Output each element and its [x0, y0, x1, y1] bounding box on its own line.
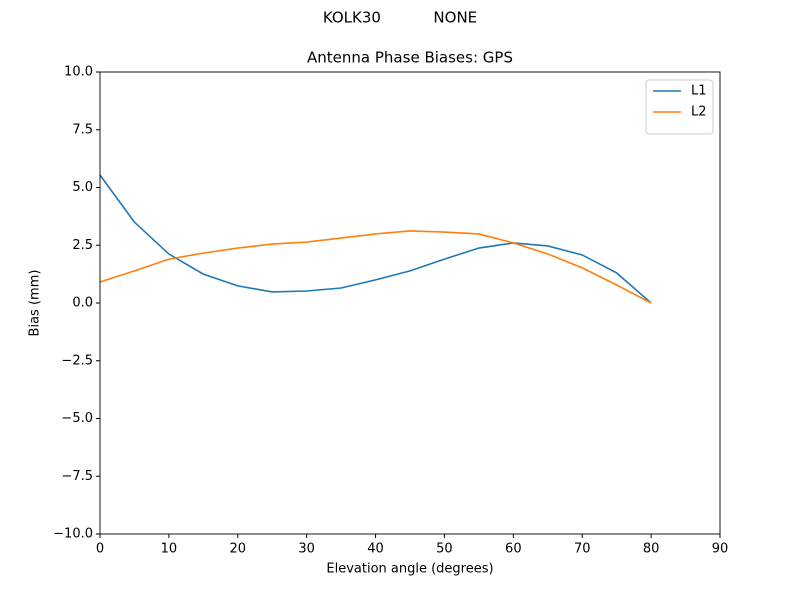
y-tick-label: −7.5: [61, 469, 93, 484]
x-tick-label: 50: [436, 542, 453, 557]
x-tick-label: 90: [712, 542, 729, 557]
y-tick-label: 0.0: [72, 296, 93, 311]
x-tick-label: 0: [96, 542, 104, 557]
y-tick-label: −10.0: [53, 527, 93, 542]
y-tick-label: 7.5: [72, 122, 93, 137]
y-tick-label: 10.0: [64, 65, 93, 80]
suptitle: KOLK30 NONE: [323, 9, 477, 27]
x-tick-label: 70: [574, 542, 591, 557]
legend-label: L1: [691, 84, 707, 99]
legend-label: L2: [691, 105, 707, 120]
y-axis-label: Bias (mm): [28, 270, 43, 337]
x-tick-label: 80: [643, 542, 660, 557]
y-tick-label: −5.0: [61, 411, 93, 426]
y-tick-label: −2.5: [61, 353, 93, 368]
x-axis-label: Elevation angle (degrees): [326, 562, 493, 577]
x-tick-label: 10: [161, 542, 178, 557]
chart-title: Antenna Phase Biases: GPS: [307, 49, 513, 67]
line-series: [99, 174, 652, 304]
line-series: [99, 230, 652, 304]
y-tick-label: 5.0: [72, 180, 93, 195]
x-tick-label: 20: [230, 542, 247, 557]
y-tick-label: 2.5: [72, 238, 93, 253]
x-tick-label: 30: [298, 542, 315, 557]
x-tick-label: 40: [367, 542, 384, 557]
axes-frame: [99, 71, 721, 535]
x-tick-label: 60: [505, 542, 522, 557]
legend-box: [645, 79, 714, 135]
